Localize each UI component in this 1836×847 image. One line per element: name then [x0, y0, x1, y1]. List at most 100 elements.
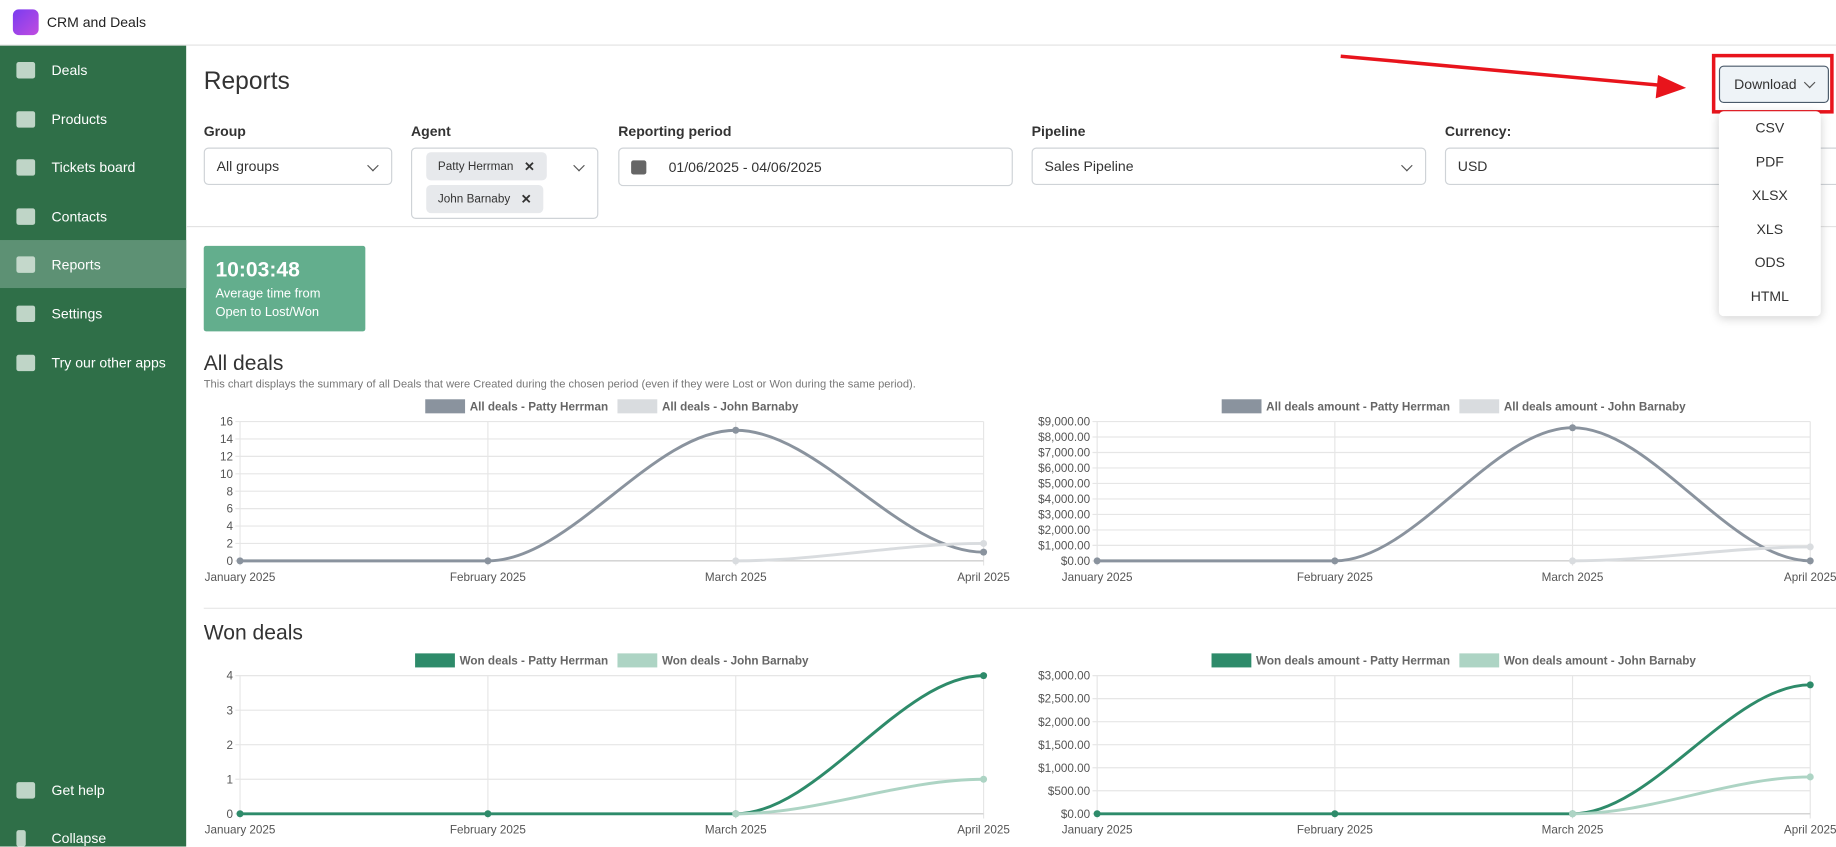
y-tick-label: $2,000.00	[1038, 716, 1090, 729]
data-point	[484, 810, 491, 817]
series-line	[1097, 685, 1810, 814]
legend-label: Won deals - Patty Herrman	[460, 654, 609, 667]
annotation-arrow	[1335, 47, 1698, 106]
data-point	[237, 810, 244, 817]
data-point	[980, 540, 987, 547]
data-point	[1807, 681, 1814, 688]
y-tick-label: 6	[226, 503, 233, 516]
x-tick-label: February 2025	[1297, 824, 1374, 837]
y-tick-label: $4,000.00	[1038, 493, 1090, 506]
data-point	[484, 557, 491, 564]
y-tick-label: $6,000.00	[1038, 462, 1090, 475]
y-tick-label: $0.00	[1061, 555, 1091, 568]
data-point	[1807, 543, 1814, 550]
x-tick-label: February 2025	[1297, 571, 1374, 584]
data-point	[732, 557, 739, 564]
x-tick-label: January 2025	[205, 571, 276, 584]
legend-label: All deals - John Barnaby	[662, 400, 799, 413]
data-point	[732, 810, 739, 817]
x-tick-label: January 2025	[205, 824, 276, 837]
x-tick-label: February 2025	[450, 571, 527, 584]
legend-label: Won deals - John Barnaby	[662, 654, 809, 667]
y-tick-label: 10	[220, 468, 234, 481]
x-tick-label: February 2025	[450, 824, 527, 837]
menu-option[interactable]: PDF	[1719, 153, 1821, 169]
legend-swatch	[1459, 399, 1499, 413]
series-line	[736, 779, 984, 814]
y-tick-label: $5,000.00	[1038, 478, 1090, 491]
download-button[interactable]: Download	[1719, 66, 1829, 103]
legend-swatch	[1459, 653, 1499, 667]
legend-swatch	[425, 399, 465, 413]
y-tick-label: 16	[220, 416, 233, 429]
button-label: Download	[1734, 76, 1796, 92]
y-tick-label: $3,000.00	[1038, 509, 1090, 522]
y-tick-label: $1,000.00	[1038, 762, 1090, 775]
y-tick-label: 4	[226, 520, 233, 533]
y-tick-label: $0.00	[1061, 808, 1091, 821]
menu-option[interactable]: ODS	[1719, 254, 1821, 270]
menu-option[interactable]: CSV	[1719, 119, 1821, 135]
legend-label: Won deals amount - Patty Herrman	[1256, 654, 1450, 667]
y-tick-label: 14	[220, 433, 234, 446]
data-point	[1807, 557, 1814, 564]
y-tick-label: 8	[226, 485, 233, 498]
menu-option[interactable]: HTML	[1719, 288, 1821, 304]
y-tick-label: 12	[220, 450, 233, 463]
y-tick-label: $9,000.00	[1038, 416, 1090, 429]
data-point	[1569, 424, 1576, 431]
legend-swatch	[617, 399, 657, 413]
data-point	[1094, 810, 1101, 817]
x-tick-label: April 2025	[957, 824, 1010, 837]
x-tick-label: January 2025	[1062, 571, 1133, 584]
legend-label: All deals - Patty Herrman	[470, 400, 608, 413]
y-tick-label: $2,500.00	[1038, 693, 1090, 706]
data-point	[1569, 557, 1576, 564]
series-line	[1573, 777, 1811, 814]
y-tick-label: 2	[226, 538, 233, 551]
y-tick-label: 1	[226, 773, 233, 786]
data-point	[237, 557, 244, 564]
series-line	[1097, 428, 1810, 561]
y-tick-label: 3	[226, 704, 233, 717]
data-point	[1569, 810, 1576, 817]
y-tick-label: $1,000.00	[1038, 539, 1090, 552]
x-tick-label: January 2025	[1062, 824, 1133, 837]
download-menu	[1719, 111, 1821, 316]
data-point	[1807, 773, 1814, 780]
y-tick-label: $8,000.00	[1038, 431, 1090, 444]
menu-option[interactable]: XLSX	[1719, 187, 1821, 203]
y-tick-label: 0	[226, 808, 233, 821]
y-tick-label: 4	[226, 670, 233, 683]
data-point	[980, 672, 987, 679]
data-point	[1094, 557, 1101, 564]
x-tick-label: April 2025	[957, 571, 1010, 584]
y-tick-label: $1,500.00	[1038, 739, 1090, 752]
y-tick-label: 0	[226, 555, 233, 568]
legend-swatch	[617, 653, 657, 667]
legend-label: All deals amount - Patty Herrman	[1266, 400, 1450, 413]
series-line	[736, 543, 984, 560]
data-point	[980, 776, 987, 783]
legend-label: All deals amount - John Barnaby	[1504, 400, 1686, 413]
y-tick-label: $2,000.00	[1038, 524, 1090, 537]
x-tick-label: March 2025	[1542, 824, 1604, 837]
data-point	[1331, 557, 1338, 564]
y-tick-label: $500.00	[1048, 785, 1091, 798]
x-tick-label: March 2025	[1542, 571, 1604, 584]
data-point	[732, 427, 739, 434]
legend-swatch	[415, 653, 455, 667]
y-tick-label: $7,000.00	[1038, 447, 1090, 460]
data-point	[980, 549, 987, 556]
x-tick-label: April 2025	[1784, 824, 1836, 837]
legend-swatch	[1222, 399, 1262, 413]
data-point	[1331, 810, 1338, 817]
legend-label: Won deals amount - John Barnaby	[1504, 654, 1696, 667]
x-tick-label: March 2025	[705, 824, 767, 837]
x-tick-label: March 2025	[705, 571, 767, 584]
series-line	[240, 430, 984, 561]
menu-option[interactable]: XLS	[1719, 221, 1821, 237]
